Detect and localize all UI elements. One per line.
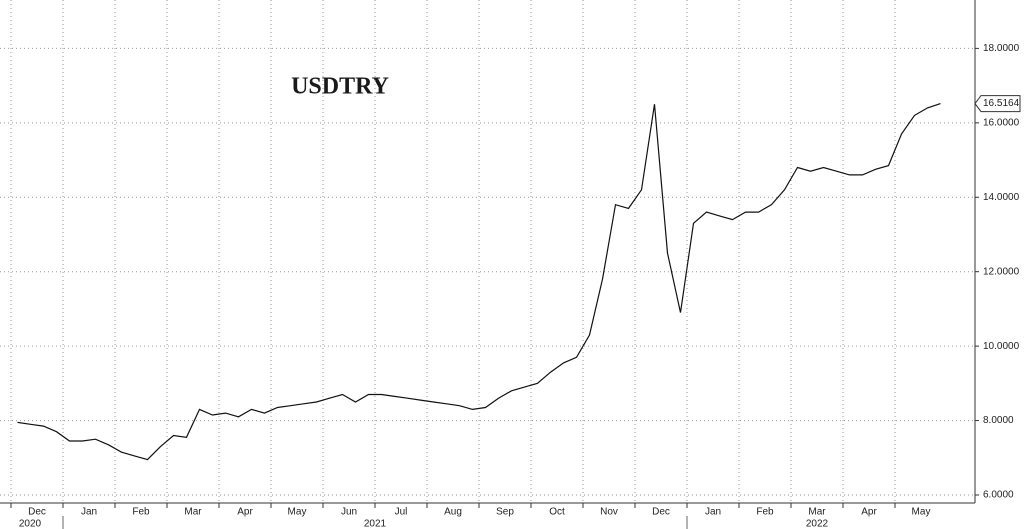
x-tick-label: Mar	[184, 507, 202, 518]
y-tick-label: 16.0000	[983, 117, 1020, 128]
chart-title: USDTRY	[291, 74, 389, 100]
year-label: 2022	[806, 519, 829, 529]
price-tag	[974, 95, 1021, 113]
y-tick-label: 8.0000	[983, 415, 1014, 426]
x-tick-label: May	[912, 507, 931, 518]
x-tick-label: Apr	[861, 507, 877, 518]
x-tick-label: Feb	[132, 507, 150, 518]
x-tick-label: Aug	[444, 507, 462, 518]
x-tick-label: Jun	[341, 507, 357, 518]
x-tick-label: Dec	[652, 507, 670, 518]
y-tick-label: 14.0000	[983, 192, 1020, 203]
x-tick-label: Jan	[705, 507, 721, 518]
x-tick-label: Apr	[237, 507, 253, 518]
x-tick-label: Feb	[756, 507, 774, 518]
year-label: 2021	[364, 519, 387, 529]
price-tag-label: 16.5164	[983, 98, 1020, 109]
x-tick-label: Mar	[808, 507, 826, 518]
x-tick-label: Sep	[496, 507, 514, 518]
year-label: 2020	[19, 519, 42, 529]
x-tick-label: Oct	[549, 507, 565, 518]
x-tick-label: Nov	[600, 507, 618, 518]
price-line	[17, 103, 941, 461]
y-tick-label: 12.0000	[983, 266, 1020, 277]
x-tick-label: Jan	[81, 507, 97, 518]
y-tick-label: 10.0000	[983, 341, 1020, 352]
x-tick-label: Dec	[28, 507, 46, 518]
x-tick-label: May	[288, 507, 307, 518]
x-tick-label: Jul	[395, 507, 408, 518]
y-tick-label: 6.0000	[983, 490, 1014, 501]
y-tick-label: 18.0000	[983, 43, 1020, 54]
